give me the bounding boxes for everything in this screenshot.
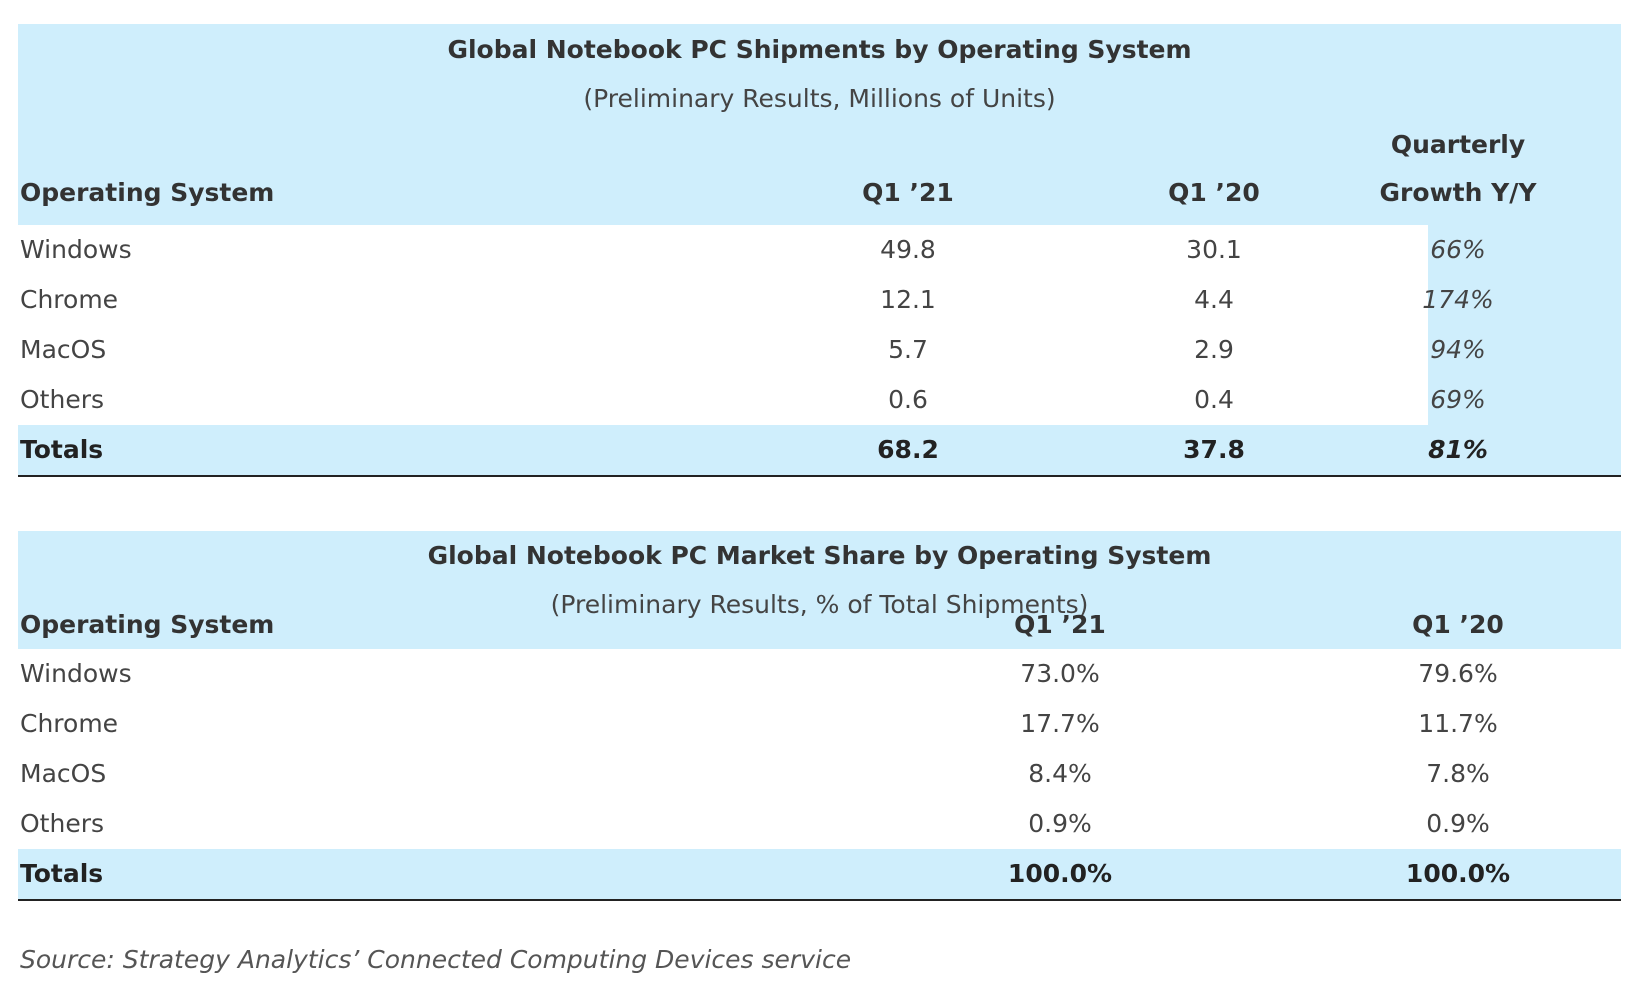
totals-growth: 81% <box>1428 435 1488 464</box>
col-header-q1-20: Q1 ’20 <box>1412 610 1504 639</box>
shipments-table-title: Global Notebook PC Shipments by Operatin… <box>447 35 1192 64</box>
os-name-cell: Chrome <box>20 709 119 738</box>
q1-21-cell: 5.7 <box>888 335 928 364</box>
shipments-table-subtitle: (Preliminary Results, Millions of Units) <box>583 84 1056 113</box>
growth-cell: 94% <box>1430 335 1486 364</box>
shipments-table-body: Windows 49.8 30.1 66% Chrome 12.1 4.4 174% MacOS… <box>18 225 1621 425</box>
q1-21-cell: 49.8 <box>880 235 936 264</box>
os-name-cell: Others <box>20 385 105 414</box>
shipments-totals-row: Totals 68.2 37.8 81% <box>18 425 1621 477</box>
totals-q1-20: 100.0% <box>1405 859 1511 888</box>
os-name-cell: MacOS <box>20 335 107 364</box>
market-share-table-subtitle: (Preliminary Results, % of Total Shipmen… <box>550 590 1089 619</box>
table-row: Windows 73.0% 79.6% <box>18 649 1621 699</box>
table-row: Chrome 12.1 4.4 174% <box>18 275 1621 325</box>
col-header-q1-20: Q1 ’20 <box>1168 178 1260 207</box>
table-row: Others 0.6 0.4 69% <box>18 375 1621 425</box>
growth-cell-background <box>1428 275 1621 325</box>
totals-label: Totals <box>20 859 104 888</box>
col-header-q1-21: Q1 ’21 <box>862 178 954 207</box>
col-header-q1-21: Q1 ’21 <box>1014 610 1106 639</box>
q1-21-cell: 73.0% <box>1020 659 1100 688</box>
market-share-table: Global Notebook PC Market Share by Opera… <box>18 531 1621 901</box>
q1-20-cell: 11.7% <box>1418 709 1498 738</box>
totals-q1-21: 100.0% <box>1007 859 1113 888</box>
col-header-os: Operating System <box>20 178 275 207</box>
shipments-table-header: Global Notebook PC Shipments by Operatin… <box>18 24 1621 225</box>
q1-21-cell: 0.9% <box>1028 809 1092 838</box>
q1-20-cell: 2.9 <box>1194 335 1234 364</box>
os-name-cell: MacOS <box>20 759 107 788</box>
table-row: MacOS 8.4% 7.8% <box>18 749 1621 799</box>
q1-20-cell: 79.6% <box>1418 659 1498 688</box>
growth-cell: 174% <box>1422 285 1494 314</box>
col-header-growth-line1: Quarterly <box>1390 130 1526 159</box>
col-header-growth-line2: Growth Y/Y <box>1379 178 1537 207</box>
os-name-cell: Windows <box>20 659 132 688</box>
totals-q1-20: 37.8 <box>1183 435 1245 464</box>
shipments-table: Global Notebook PC Shipments by Operatin… <box>18 24 1621 477</box>
growth-cell-background <box>1428 325 1621 375</box>
col-header-os: Operating System <box>20 610 275 639</box>
totals-q1-21: 68.2 <box>877 435 939 464</box>
growth-cell-background <box>1428 375 1621 425</box>
q1-21-cell: 12.1 <box>880 285 936 314</box>
table-row: Windows 49.8 30.1 66% <box>18 225 1621 275</box>
source-note: Source: Strategy Analytics’ Connected Co… <box>20 945 852 974</box>
q1-20-cell: 7.8% <box>1426 759 1490 788</box>
q1-21-cell: 0.6 <box>888 385 928 414</box>
os-name-cell: Chrome <box>20 285 119 314</box>
market-share-table-title: Global Notebook PC Market Share by Opera… <box>427 541 1212 570</box>
q1-20-cell: 4.4 <box>1194 285 1234 314</box>
q1-20-cell: 30.1 <box>1186 235 1242 264</box>
market-share-totals-row: Totals 100.0% 100.0% <box>18 849 1621 901</box>
q1-21-cell: 8.4% <box>1028 759 1092 788</box>
growth-cell-background <box>1428 225 1621 275</box>
growth-cell: 69% <box>1430 385 1486 414</box>
market-share-table-header: Global Notebook PC Market Share by Opera… <box>18 531 1621 649</box>
market-share-table-body: Windows 73.0% 79.6% Chrome 17.7% 11.7% MacOS 8.… <box>18 649 1621 849</box>
q1-21-cell: 17.7% <box>1020 709 1100 738</box>
table-row: Others 0.9% 0.9% <box>18 799 1621 849</box>
q1-20-cell: 0.4 <box>1194 385 1234 414</box>
table-row: Chrome 17.7% 11.7% <box>18 699 1621 749</box>
table-row: MacOS 5.7 2.9 94% <box>18 325 1621 375</box>
q1-20-cell: 0.9% <box>1426 809 1490 838</box>
os-name-cell: Others <box>20 809 105 838</box>
os-name-cell: Windows <box>20 235 132 264</box>
growth-cell: 66% <box>1430 235 1486 264</box>
totals-label: Totals <box>20 435 104 464</box>
